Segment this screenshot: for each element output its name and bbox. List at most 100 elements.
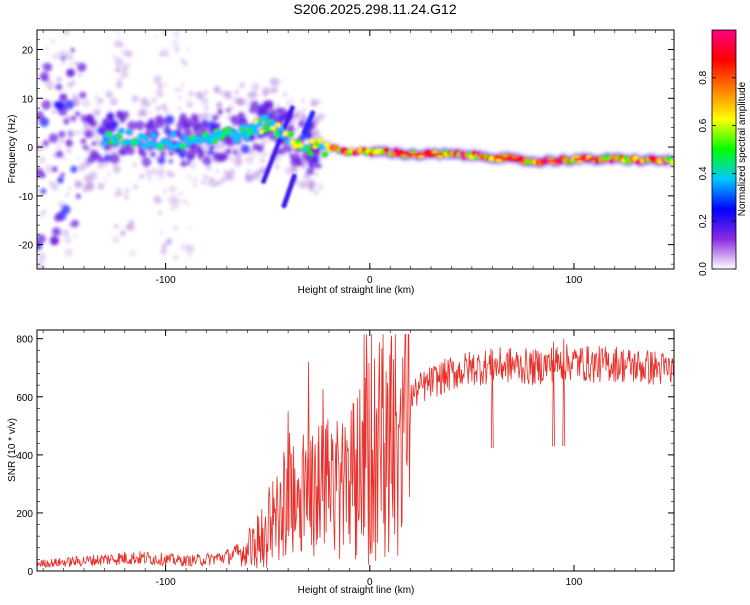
heatmap-noise-blob: [203, 89, 209, 95]
heatmap-noise-blob: [65, 193, 69, 197]
heatmap-ridge-core: [108, 139, 115, 145]
heatmap-noise-blob: [58, 139, 64, 145]
heatmap-noise-blob: [82, 161, 90, 169]
heatmap-mid-blob: [212, 114, 219, 121]
heatmap-noise-blob: [234, 89, 240, 95]
colorbar-tick-label: 0.8: [698, 70, 709, 84]
heatmap-noise-blob: [50, 182, 60, 191]
heatmap-noise-blob: [42, 209, 47, 214]
heatmap-noise-blob: [85, 175, 95, 184]
heatmap-noise-blob: [300, 98, 306, 104]
heatmap-ridge-core: [282, 130, 289, 136]
heatmap-mid-blob: [278, 115, 285, 122]
heatmap-mid-blob: [197, 153, 204, 159]
heatmap-noise-blob: [150, 167, 158, 175]
heatmap-noise-blob: [247, 102, 251, 106]
heatmap-noise-blob: [161, 243, 167, 250]
spectrogram-x-tick-label: -100: [156, 275, 176, 286]
heatmap-mid-blob: [61, 94, 66, 99]
heatmap-noise-blob: [209, 179, 219, 188]
heatmap-noise-blob: [123, 187, 131, 195]
heatmap-ridge-core: [309, 138, 316, 144]
heatmap-noise-blob: [153, 75, 162, 84]
heatmap-noise-blob: [174, 87, 179, 92]
heatmap-ridge-core: [277, 126, 284, 132]
heatmap-ridge-core: [211, 138, 218, 144]
heatmap-mid-blob: [70, 165, 78, 173]
snr-x-axis-label: Height of straight line (km): [298, 585, 415, 596]
snr-y-tick-label: 600: [16, 393, 33, 404]
colorbar-tick-label: 0.6: [698, 118, 709, 132]
heatmap-noise-blob: [314, 171, 319, 177]
heatmap-noise-blob: [63, 235, 72, 244]
spectrogram-y-tick-label: 10: [22, 94, 34, 105]
heatmap-noise-blob: [259, 158, 266, 164]
heatmap-noise-blob: [160, 248, 167, 255]
heatmap-noise-blob: [71, 93, 79, 101]
heatmap-mid-blob: [89, 149, 99, 159]
heatmap-noise-blob: [215, 102, 222, 109]
heatmap-ridge-core: [255, 121, 262, 127]
colorbar-tick-label: 0.0: [698, 262, 709, 276]
colorbar-gradient: [711, 29, 737, 270]
heatmap-noise-blob: [185, 47, 190, 51]
heatmap-noise-blob: [44, 164, 54, 174]
heatmap-noise-blob: [285, 98, 295, 108]
heatmap-noise-blob: [311, 101, 317, 107]
heatmap-noise-blob: [264, 139, 268, 143]
heatmap-noise-blob: [112, 54, 119, 61]
heatmap-noise-blob: [105, 90, 114, 99]
heatmap-noise-blob: [188, 253, 192, 257]
heatmap-mid-blob: [150, 151, 156, 158]
heatmap-ridge-core: [669, 159, 674, 165]
heatmap-noise-blob: [48, 86, 52, 90]
heatmap-ridge-core: [116, 134, 123, 140]
heatmap-mid-blob: [180, 153, 186, 159]
heatmap-noise-blob: [186, 173, 191, 178]
heatmap-noise-blob: [95, 136, 99, 140]
heatmap-noise-blob: [245, 177, 249, 181]
snr-spike: [562, 338, 566, 447]
heatmap-noise-blob: [37, 155, 47, 165]
heatmap-mid-blob: [79, 91, 87, 99]
heatmap-noise-blob: [218, 141, 227, 149]
snr-ticks: -100 0 100 0 200 400 600 800: [16, 330, 674, 588]
heatmap-noise-blob: [315, 182, 324, 191]
heatmap-noise-blob: [157, 83, 164, 90]
heatmap-noise-blob: [164, 82, 168, 87]
heatmap-noise-blob: [269, 87, 277, 94]
heatmap-noise-blob: [293, 110, 297, 114]
heatmap-ridge-core: [147, 141, 154, 147]
snr-y-tick-label: 400: [16, 451, 33, 462]
heatmap-accent-blob: [273, 129, 280, 134]
heatmap-ridge-core: [290, 139, 297, 146]
heatmap-mid-blob: [42, 139, 49, 147]
spectrogram-y-axis-label: Frequency (Hz): [7, 115, 18, 184]
snr-spike: [307, 361, 310, 521]
heatmap-noise-blob: [161, 31, 166, 36]
heatmap-ridge-core: [179, 144, 186, 150]
heatmap-noise-blob: [205, 164, 212, 171]
snr-x-tick-label: 100: [566, 577, 583, 588]
heatmap-core-layer: [101, 105, 674, 209]
heatmap-mid-blob: [240, 144, 250, 154]
heatmap-noise-blob: [182, 61, 188, 66]
heatmap-noise-blob: [155, 106, 161, 112]
heatmap-mid-blob: [180, 160, 187, 168]
heatmap-noise-blob: [61, 155, 66, 161]
heatmap-noise-blob: [92, 108, 101, 117]
heatmap-mid-blob: [40, 172, 46, 179]
heatmap-noise-blob: [175, 205, 179, 209]
heatmap-ridge-core: [321, 151, 328, 157]
heatmap-noise-blob: [291, 166, 298, 174]
heatmap-noise-blob: [52, 84, 57, 89]
heatmap-noise-blob: [179, 243, 189, 252]
heatmap-noise-blob: [262, 86, 271, 95]
heatmap-noise-blob: [167, 195, 177, 205]
heatmap-mid-blob: [70, 115, 77, 122]
heatmap-noise-blob: [116, 187, 121, 192]
heatmap-noise-blob: [177, 95, 183, 100]
heatmap-noise-blob: [120, 231, 125, 236]
